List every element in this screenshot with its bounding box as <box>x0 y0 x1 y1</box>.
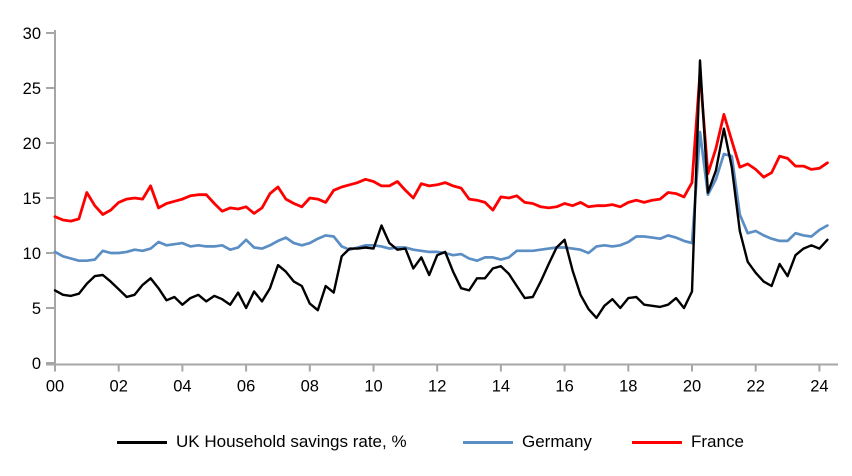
x-tick-label: 10 <box>364 378 382 396</box>
germany-line-swatch <box>463 440 513 444</box>
x-tick-label: 02 <box>110 378 128 396</box>
x-tick-label: 00 <box>46 378 64 396</box>
legend-item-france: France <box>632 431 744 453</box>
x-tick-label: 16 <box>555 378 573 396</box>
france-legend-label: France <box>691 432 744 451</box>
series-line-germany <box>53 130 829 263</box>
x-tick-label: 22 <box>747 378 765 396</box>
y-tick-label: 5 <box>32 300 41 318</box>
x-tick-label: 12 <box>428 378 446 396</box>
series-lines <box>53 59 829 320</box>
axes: 0 5 10 15 20 25 30 00 02 04 06 08 10 12 14 16 18 20 22 24 <box>23 25 838 396</box>
y-tick-label: 15 <box>23 190 41 208</box>
x-tick-label: 18 <box>619 378 637 396</box>
x-tick-label: 08 <box>301 378 319 396</box>
y-tick-label: 25 <box>23 80 41 98</box>
series-line-france <box>53 71 829 223</box>
x-tick-label: 04 <box>173 378 191 396</box>
uk-line-swatch <box>117 440 167 444</box>
germany-legend-label: Germany <box>522 432 592 451</box>
chart-svg: 0 5 10 15 20 25 30 00 02 04 06 08 10 12 14 16 18 20 22 24 <box>23 25 838 396</box>
y-tick-label: 10 <box>23 245 41 263</box>
legend-item-germany: Germany <box>463 431 592 453</box>
x-tick-label: 20 <box>683 378 701 396</box>
x-tick-label: 06 <box>237 378 255 396</box>
y-tick-label: 0 <box>32 355 41 373</box>
x-tick-label: 14 <box>492 378 510 396</box>
uk-legend-label: UK Household savings rate, % <box>176 432 407 451</box>
y-tick-label: 20 <box>23 135 41 153</box>
y-tick-label: 30 <box>23 25 41 43</box>
series-line-uk-household-savings-rate <box>53 59 829 320</box>
legend-item-uk: UK Household savings rate, % <box>117 431 407 453</box>
france-line-swatch <box>632 440 682 444</box>
x-tick-label: 24 <box>810 378 828 396</box>
chart-legend: UK Household savings rate, % Germany Fra… <box>0 431 852 457</box>
